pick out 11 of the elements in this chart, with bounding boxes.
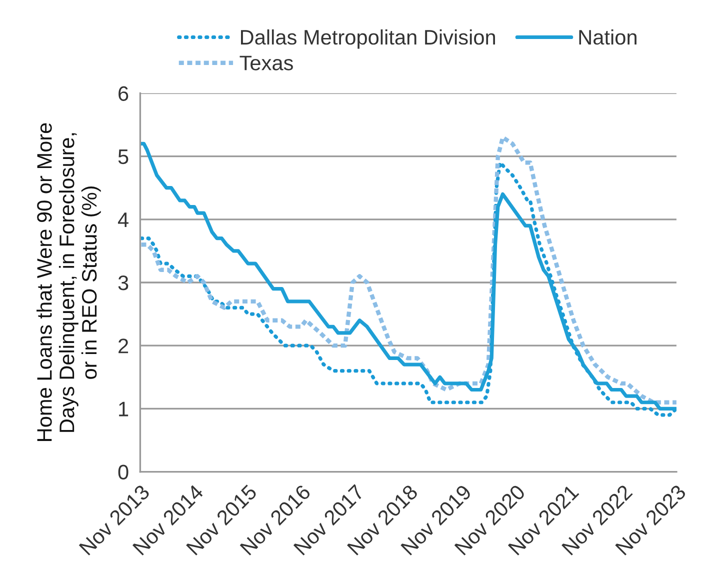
- y-axis-title: Home Loans that Were 90 or More Days Delinquent, in Foreclosure, or in REO Status (%): [36, 123, 101, 441]
- legend-label: Nation: [579, 29, 636, 45]
- y-tick-label: 3: [118, 276, 128, 290]
- y-tick-label: 2: [118, 338, 128, 354]
- legend-label: Texas: [240, 56, 293, 70]
- y-tick-label: 1: [119, 402, 128, 416]
- y-tick-label: 6: [118, 86, 128, 101]
- legend-label: Dallas Metropolitan Division: [240, 29, 495, 49]
- y-tick-label: 5: [118, 150, 128, 164]
- y-tick-label: 4: [118, 212, 128, 227]
- y-tick-label: 0: [118, 464, 128, 480]
